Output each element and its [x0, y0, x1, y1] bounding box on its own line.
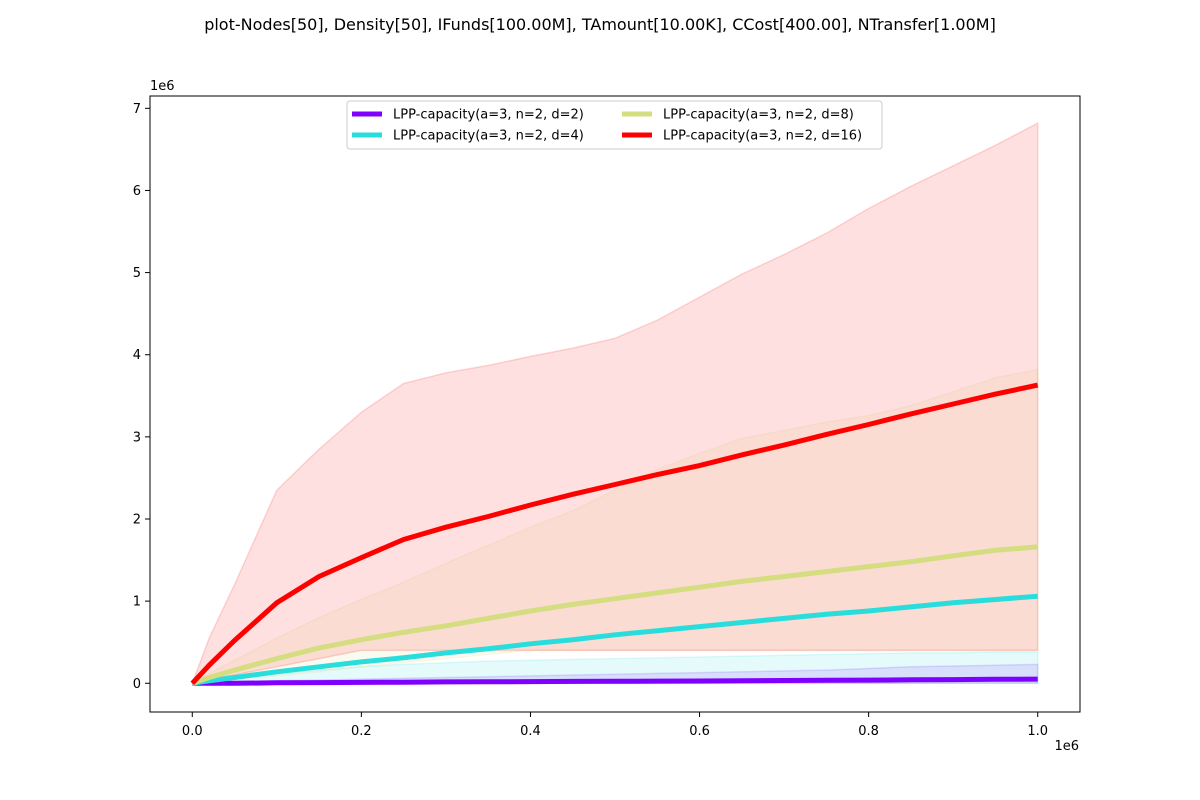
y-axis-offset-label: 1e6	[150, 79, 175, 94]
x-tick-label: 0.8	[858, 724, 879, 739]
y-axis: 0 1 2 3 4 5 6 7	[133, 102, 150, 692]
plot-area-frame	[149, 95, 1081, 713]
x-tick-label: 0.2	[351, 724, 372, 739]
x-axis: 0.0 0.2 0.4 0.6 0.8 1.0	[182, 712, 1048, 739]
y-tick-label: 6	[133, 184, 141, 199]
legend-label-1: LPP-capacity(a=3, n=2, d=2)	[393, 108, 584, 123]
x-tick-label: 0.4	[520, 724, 541, 739]
x-tick-label: 0.0	[182, 724, 203, 739]
y-tick-label: 0	[133, 677, 141, 692]
series-line-2	[191, 593, 1038, 686]
legend-label-3: LPP-capacity(a=3, n=2, d=8)	[663, 108, 854, 123]
legend-label-2: LPP-capacity(a=3, n=2, d=4)	[393, 129, 584, 144]
series-lines	[190, 382, 1039, 686]
series-line-4	[190, 382, 1039, 686]
chart-legend: LPP-capacity(a=3, n=2, d=2) LPP-capacity(…	[346, 100, 883, 150]
series-line-3	[191, 544, 1038, 686]
y-tick-label: 5	[133, 266, 141, 281]
x-tick-label: 0.6	[689, 724, 710, 739]
x-axis-offset-label: 1e6	[1054, 739, 1079, 754]
legend-label-4: LPP-capacity(a=3, n=2, d=16)	[663, 129, 862, 144]
x-tick-label: 1.0	[1027, 724, 1048, 739]
y-tick-label: 7	[133, 102, 141, 117]
y-tick-label: 1	[133, 595, 141, 610]
chart-title: plot-Nodes[50], Density[50], IFunds[100.…	[204, 15, 996, 34]
confidence-bands	[191, 121, 1039, 685]
y-tick-label: 4	[133, 348, 141, 363]
series-line-1	[192, 676, 1038, 686]
legend-box	[346, 100, 883, 150]
y-tick-label: 2	[133, 512, 141, 527]
series-band-3	[191, 368, 1039, 685]
y-tick-label: 3	[133, 430, 141, 445]
